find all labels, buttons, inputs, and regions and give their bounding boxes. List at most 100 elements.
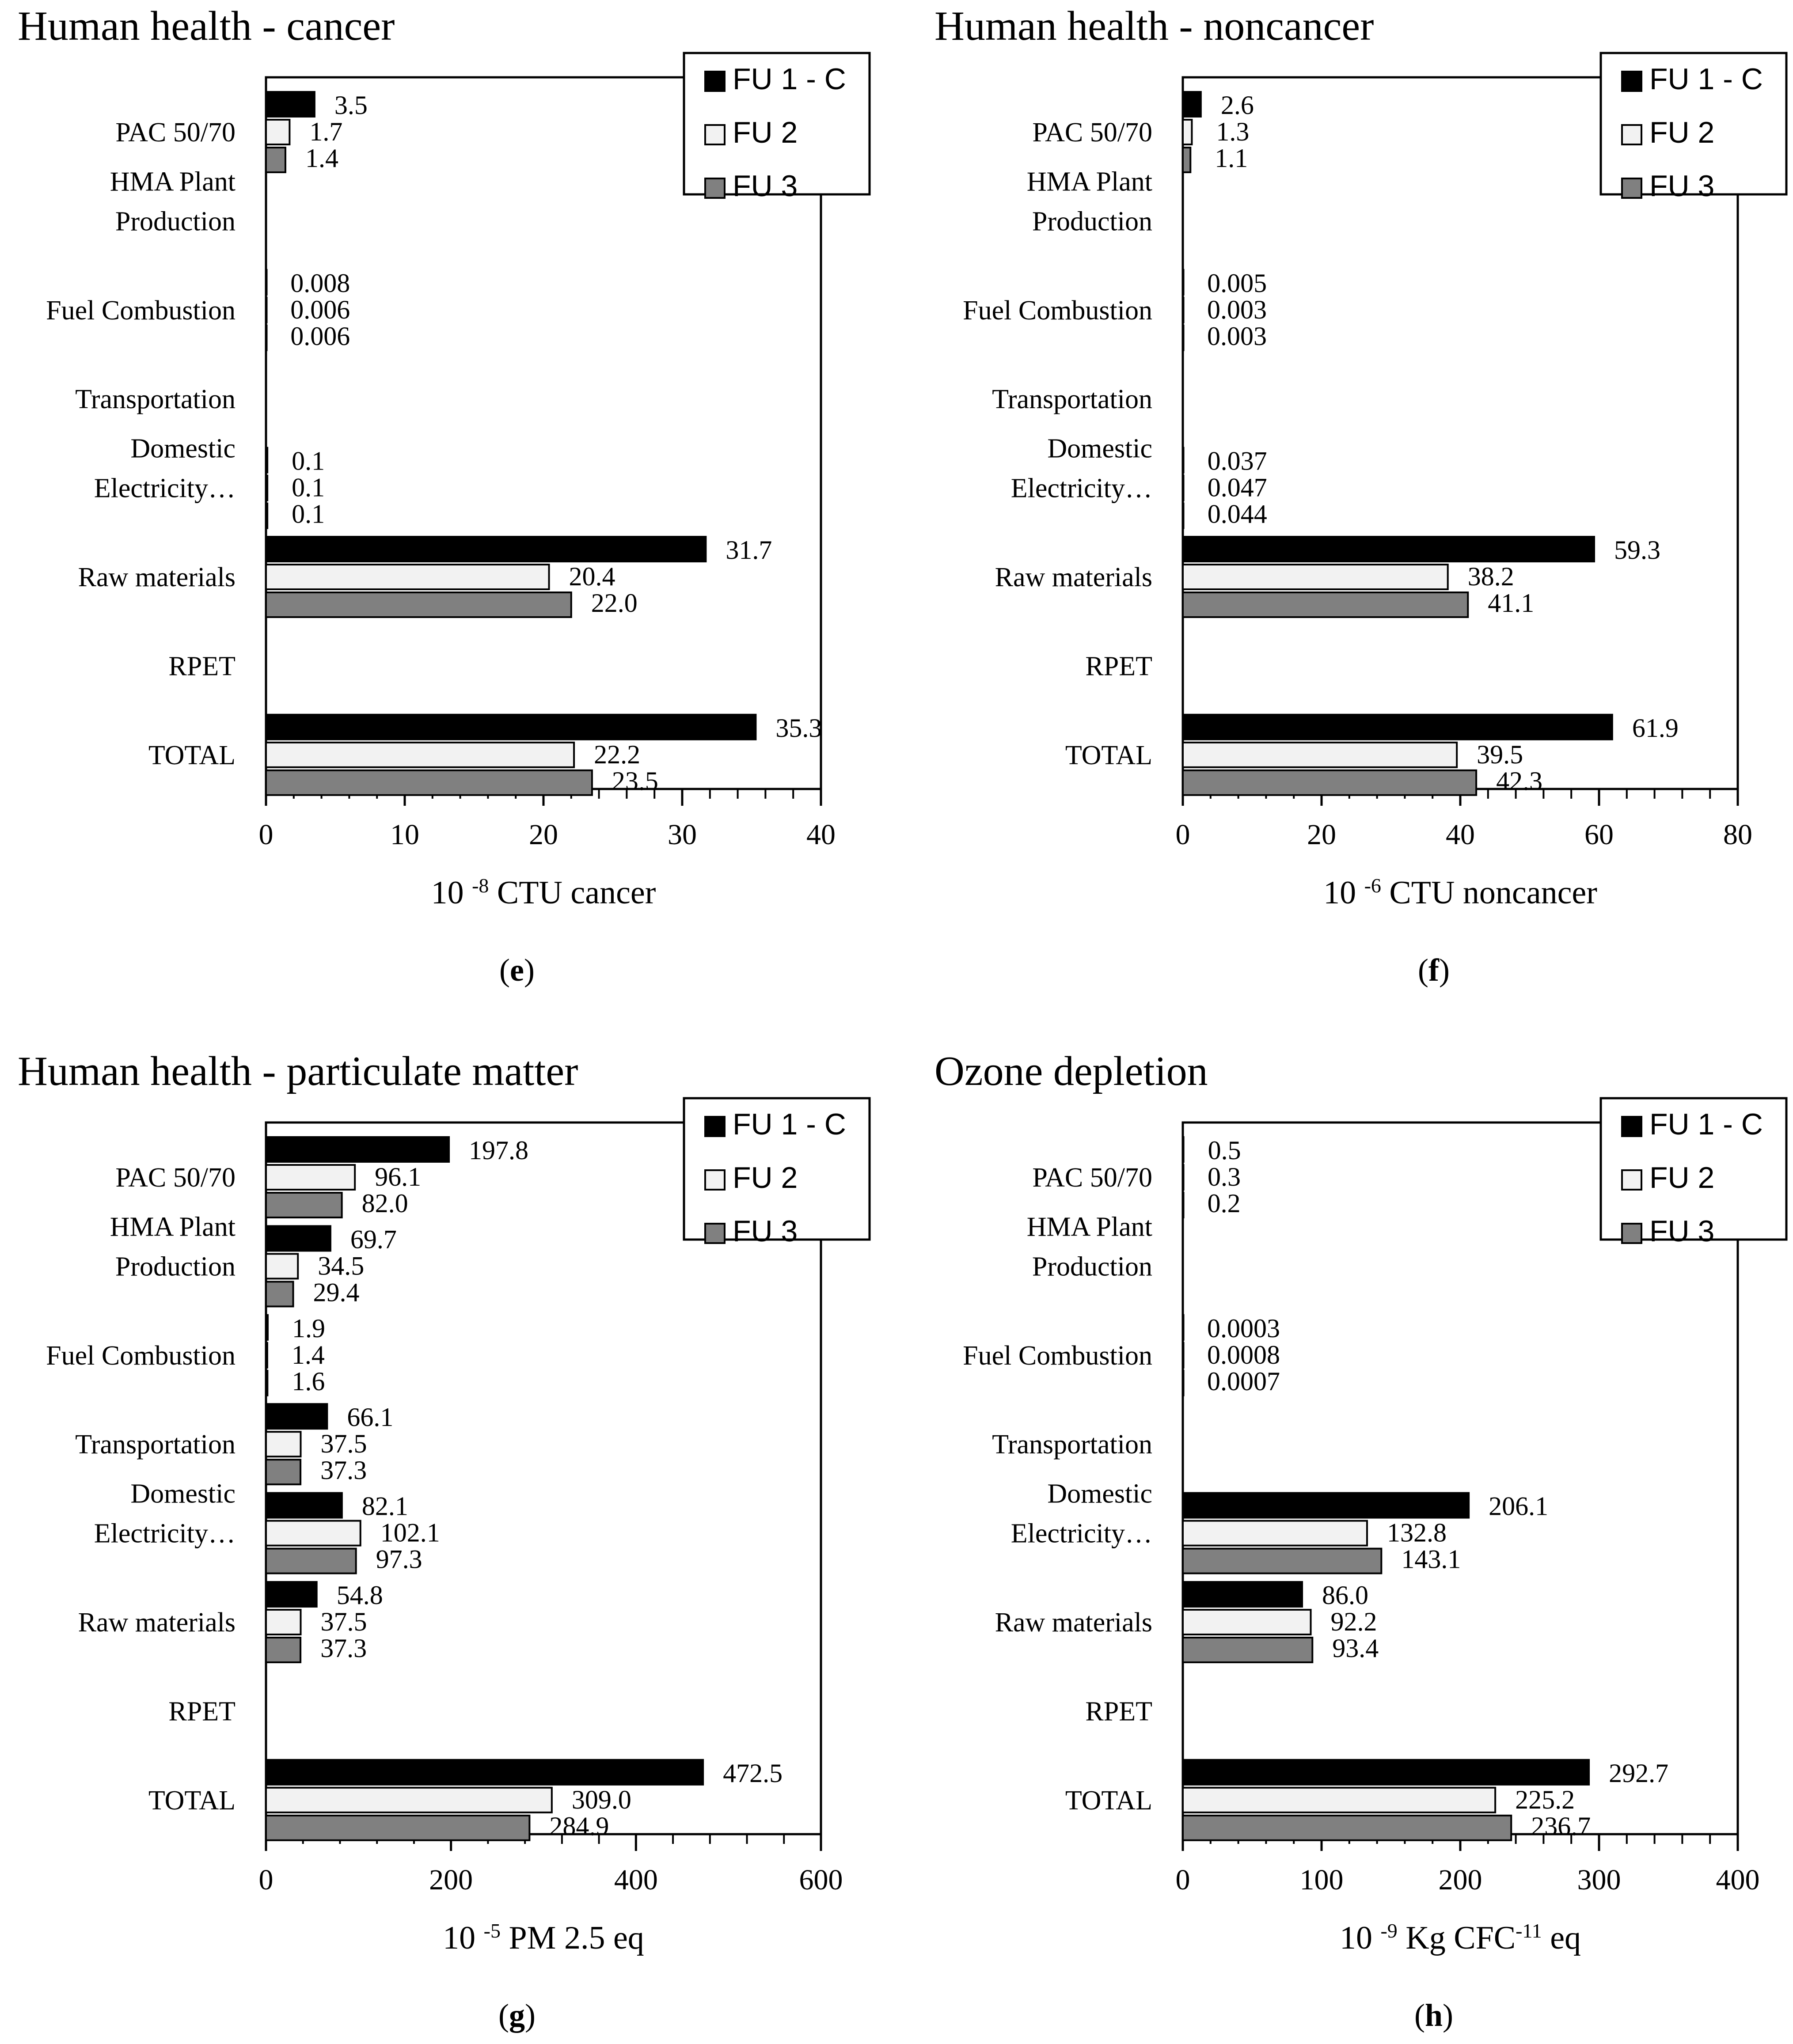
value-label-f: 1.3 (1216, 117, 1249, 146)
x-axis-label-f: 10 -6 CTU noncancer (1323, 874, 1597, 911)
x-tick-label-e: 30 (668, 819, 697, 851)
x-tick-label-e: 0 (259, 819, 274, 851)
bar-e-1-0 (265, 119, 291, 145)
value-label-g: 82.1 (362, 1492, 408, 1521)
x-tick-label-h: 100 (1300, 1864, 1344, 1896)
value-label-g: 69.7 (350, 1225, 397, 1254)
x-axis-label-superscript: -8 (472, 874, 489, 897)
bar-f-2-5 (1182, 592, 1469, 618)
value-label-f: 0.003 (1207, 295, 1267, 324)
bar-f-1-4 (1182, 474, 1185, 501)
bar-e-2-2 (265, 324, 268, 351)
legend-swatch-e-1 (704, 124, 726, 145)
bar-f-1-7 (1182, 741, 1458, 768)
bar-f-2-7 (1182, 769, 1478, 796)
panel-label-e: (e) (499, 952, 535, 988)
x-tick-label-h: 300 (1577, 1864, 1621, 1896)
category-label-g: Fuel Combustion (46, 1341, 236, 1371)
category-label-line: Raw materials (995, 562, 1152, 592)
value-label-g: 82.0 (362, 1189, 408, 1218)
bar-e-1-4 (265, 474, 269, 501)
panel-letter: e (510, 952, 524, 988)
legend-label-e-2: FU 3 (733, 169, 798, 203)
x-axis-label-part: 10 (431, 875, 472, 911)
category-label-line: Production (115, 206, 236, 236)
value-label-h: 292.7 (1609, 1759, 1668, 1788)
legend-frame-e (683, 52, 871, 196)
value-label-h: 206.1 (1489, 1492, 1548, 1521)
category-label-e: TOTAL (148, 740, 236, 770)
x-axis-label-part: 10 (443, 1920, 484, 1956)
legend-swatch-f-2 (1621, 178, 1642, 199)
legend-label-e-0: FU 1 - C (733, 62, 846, 96)
category-label-h: Transportation (992, 1430, 1152, 1460)
legend-swatch-g-2 (704, 1223, 726, 1244)
value-label-f: 38.2 (1468, 562, 1514, 591)
category-label-g: Domestic Electricity… (94, 1479, 236, 1549)
legend-label-f-0: FU 1 - C (1649, 62, 1763, 96)
bar-e-1-7 (265, 741, 575, 768)
category-label-line: TOTAL (148, 740, 236, 770)
panel-label-h: (h) (1414, 1998, 1453, 2033)
x-tick-label-e: 20 (529, 819, 558, 851)
bar-g-0-4 (265, 1492, 343, 1519)
category-label-g: PAC 50/70 (115, 1163, 236, 1193)
x-tick-label-f: 40 (1446, 819, 1475, 851)
value-label-e: 1.7 (309, 117, 342, 146)
category-label-line: Transportation (75, 384, 236, 414)
category-label-h: Raw materials (995, 1608, 1152, 1638)
category-label-f: RPET (1085, 651, 1152, 681)
category-label-e: Fuel Combustion (46, 296, 236, 326)
value-label-h: 0.0003 (1207, 1314, 1280, 1343)
value-label-g: 102.1 (380, 1518, 440, 1547)
category-label-f: Domestic Electricity… (1011, 434, 1152, 504)
bar-g-0-3 (265, 1403, 328, 1430)
category-label-line: Fuel Combustion (963, 296, 1152, 326)
category-label-e: Domestic Electricity… (94, 434, 236, 504)
category-label-g: RPET (168, 1696, 236, 1726)
category-label-line: RPET (168, 651, 236, 681)
panel-label-f: (f) (1418, 952, 1450, 988)
category-label-line: TOTAL (148, 1786, 236, 1816)
category-label-e: RPET (168, 651, 236, 681)
category-label-line: Production (1032, 206, 1152, 236)
x-tick-label-f: 80 (1723, 819, 1752, 851)
x-axis-label-part: PM 2.5 eq (501, 1920, 644, 1956)
x-axis-label-part: Kg CFC (1398, 1920, 1516, 1956)
value-label-h: 93.4 (1332, 1634, 1379, 1663)
value-label-e: 35.3 (775, 713, 822, 743)
category-label-f: Fuel Combustion (963, 296, 1152, 326)
chart-title-e: Human health - cancer (18, 3, 395, 49)
value-label-g: 96.1 (375, 1162, 421, 1191)
category-label-line: Electricity… (1011, 1519, 1152, 1549)
bar-h-0-0 (1182, 1136, 1185, 1163)
x-tick-label-h: 0 (1176, 1864, 1190, 1896)
legend-swatch-g-0 (704, 1116, 726, 1137)
bar-e-2-4 (265, 502, 269, 529)
legend-h: FU 1 - C FU 2 FU 3 (1599, 1097, 1788, 1248)
category-label-line: Raw materials (78, 1608, 236, 1638)
category-label-line: RPET (1085, 651, 1152, 681)
x-axis-label-superscript: -11 (1516, 1919, 1542, 1942)
bar-e-0-2 (265, 269, 268, 296)
x-axis-label-superscript: -6 (1364, 874, 1381, 897)
value-label-g: 97.3 (376, 1545, 422, 1574)
value-label-f: 41.1 (1488, 588, 1534, 618)
bar-e-0-0 (265, 91, 315, 118)
value-label-f: 59.3 (1614, 535, 1660, 565)
category-label-f: PAC 50/70 (1032, 118, 1152, 148)
legend-label-f-2: FU 3 (1649, 169, 1714, 203)
value-label-g: 37.5 (321, 1607, 367, 1636)
bar-h-2-2 (1182, 1369, 1185, 1396)
value-label-g: 54.8 (337, 1581, 383, 1610)
legend-swatch-h-0 (1621, 1116, 1642, 1137)
value-label-h: 225.2 (1515, 1785, 1575, 1814)
category-label-f: TOTAL (1065, 740, 1152, 770)
value-label-g: 309.0 (572, 1785, 631, 1814)
legend-swatch-f-0 (1621, 71, 1642, 92)
category-label-line: Fuel Combustion (46, 1341, 236, 1371)
panel-letter: g (509, 1998, 525, 2033)
category-label-line: PAC 50/70 (1032, 118, 1152, 148)
category-label-e: Raw materials (78, 562, 236, 592)
